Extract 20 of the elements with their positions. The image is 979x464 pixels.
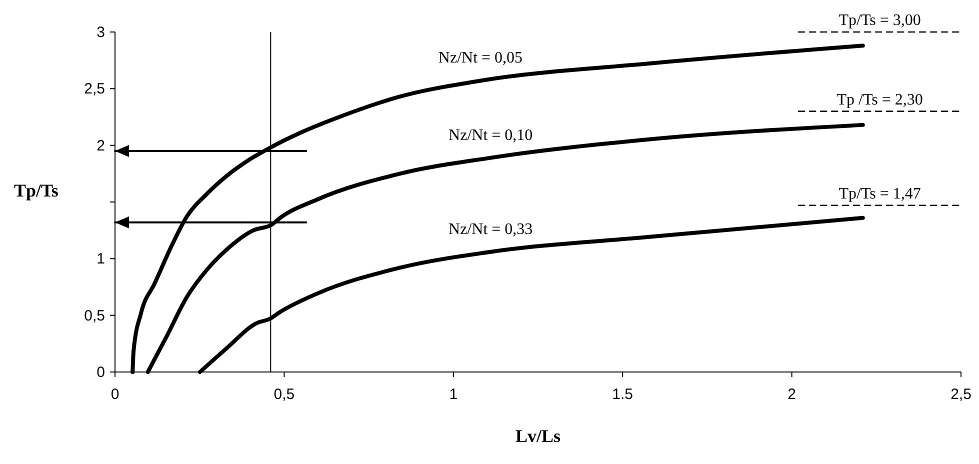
- y-tick-label: 1: [96, 250, 105, 268]
- x-tick-label: 1.5: [612, 386, 634, 403]
- y-tick-label: 2: [96, 137, 105, 154]
- y-tick-label: 0,5: [84, 307, 105, 324]
- x-tick-label: 2: [788, 386, 796, 403]
- x-axis-title: Lv/Ls: [515, 426, 561, 446]
- y-tick-label: 0: [96, 364, 105, 381]
- series-label: Nz/Nt = 0,05: [438, 50, 523, 67]
- series-label: Nz/Nt = 0,33: [448, 220, 533, 238]
- y-axis-title: Tp/Ts: [14, 180, 58, 200]
- y-tick-label: 2,5: [84, 80, 105, 98]
- x-tick-label: 1: [449, 386, 458, 403]
- series-label: Tp /Ts = 2,30: [836, 91, 923, 108]
- series-label: Tp/Ts = 3,00: [838, 12, 921, 29]
- series-label: Nz/Nt = 0,10: [448, 126, 533, 144]
- series-label: Tp/Ts = 1,47: [838, 185, 921, 202]
- x-tick-label: 2,5: [950, 386, 972, 403]
- x-tick-label: 0: [110, 386, 120, 403]
- x-tick-label: 0,5: [274, 386, 295, 403]
- y-tick-label: 3: [96, 24, 105, 41]
